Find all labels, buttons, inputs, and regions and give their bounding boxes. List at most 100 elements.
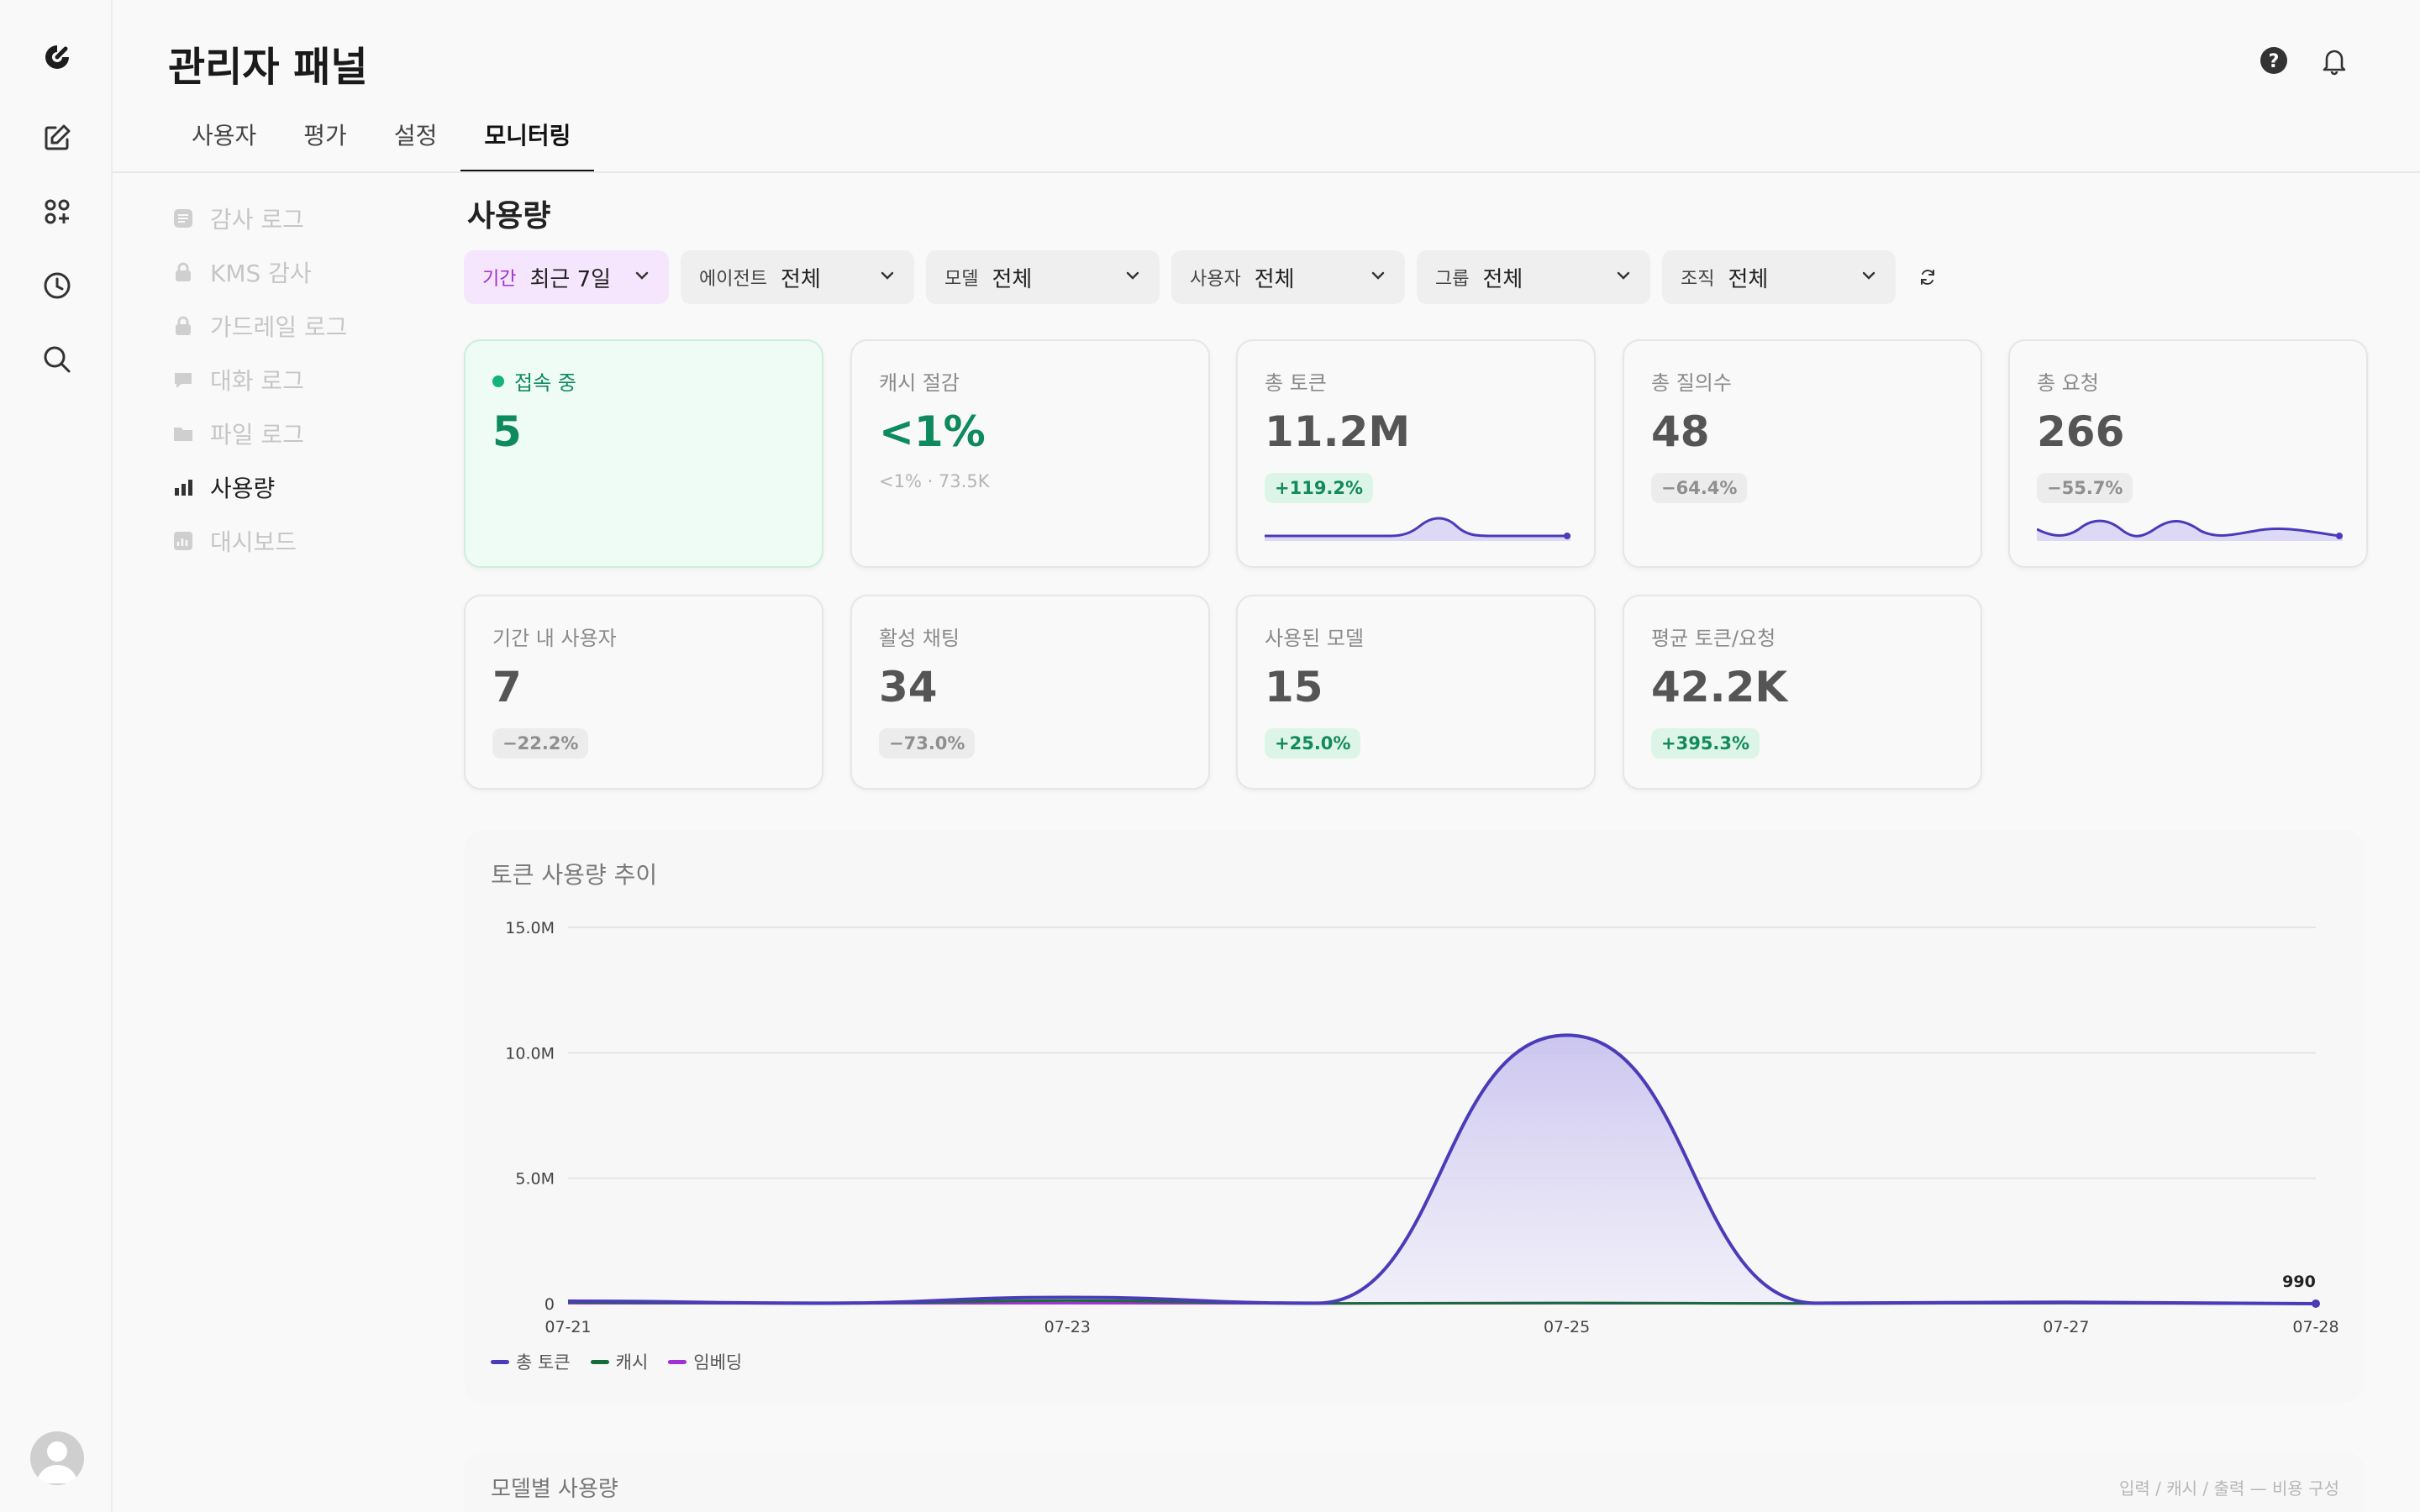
total-queries-card: 총 질의수 48 −64.4% [1623,339,1982,568]
chart-legend: 총 토큰 캐시 임베딩 [491,1349,742,1374]
x-tick-label: 07-25 [1544,1318,1590,1336]
filter-bar: 기간 최근 7일 에이전트 전체 모델 전체 사용자 전체 그룹 전체 조직 전… [464,250,1944,304]
filter-value: 전체 [1254,266,1295,292]
card-value: 42.2K [1651,663,1788,711]
filter-label: 그룹 [1435,269,1470,290]
period-users-card: 기간 내 사용자 7 −22.2% [464,595,823,790]
card-value: 34 [879,663,938,711]
change-badge: +25.0% [1265,728,1361,759]
card-subtext: <1% · 73.5K [879,471,990,491]
card-value: 48 [1651,407,1710,456]
card-value: 15 [1265,663,1323,711]
legend-label: 임베딩 [693,1352,743,1373]
filter-value: 최근 7일 [529,266,612,292]
legend-label: 총 토큰 [516,1352,571,1373]
endpoint-data-label: 990 [2282,1273,2316,1291]
filter-label: 사용자 [1190,269,1241,290]
history-icon[interactable] [37,265,77,306]
filter-value: 전체 [1482,266,1523,292]
filter-label: 기간 [482,269,517,290]
chevron-down-icon [1860,267,1877,287]
tab-settings[interactable]: 설정 [393,122,438,150]
header-divider [113,171,2420,173]
agent-filter[interactable]: 에이전트 전체 [681,250,914,304]
model-usage-title: 모델별 사용량 [491,1477,618,1502]
change-badge: −55.7% [2037,473,2133,503]
bar-chart-icon [171,475,195,499]
subnav-item-label: 사용량 [210,475,276,502]
requests-sparkline [2037,519,2343,541]
online-users-card: 접속 중 5 [464,339,823,568]
tab-users[interactable]: 사용자 [192,122,257,150]
filter-value: 전체 [992,266,1033,292]
x-tick-label: 07-28 [2292,1318,2338,1336]
new-chat-icon[interactable] [37,118,77,158]
help-icon[interactable]: ? [2255,42,2292,79]
subnav-item-file-log[interactable]: 파일 로그 [171,407,424,460]
section-title: 사용량 [467,199,551,234]
model-filter[interactable]: 모델 전체 [926,250,1160,304]
card-label: 기간 내 사용자 [492,627,617,650]
period-filter[interactable]: 기간 최근 7일 [464,250,669,304]
monitoring-subnav: 감사 로그 KMS 감사 가드레일 로그 대화 로그 파일 로그 사용량 대시보… [171,192,424,568]
notification-bell-icon[interactable] [2316,42,2353,79]
chat-icon [171,368,195,391]
legend-swatch [590,1359,609,1364]
models-used-card: 사용된 모델 15 +25.0% [1236,595,1596,790]
series-total-tokens-endpoint[interactable] [2312,1299,2320,1308]
card-label: 접속 중 [514,371,576,395]
legend-item-embedding[interactable]: 임베딩 [668,1349,742,1374]
legend-item-cache[interactable]: 캐시 [590,1349,649,1374]
change-badge: −64.4% [1651,473,1748,503]
change-badge: +119.2% [1265,473,1374,503]
workspace-icon[interactable] [37,192,77,232]
x-tick-label: 07-27 [2043,1318,2089,1336]
x-tick-label: 07-23 [1044,1318,1091,1336]
group-filter[interactable]: 그룹 전체 [1417,250,1650,304]
subnav-item-usage[interactable]: 사용량 [171,460,424,514]
subnav-item-label: 대화 로그 [210,367,304,395]
subnav-item-label: 대시보드 [210,528,297,556]
org-filter[interactable]: 조직 전체 [1662,250,1896,304]
left-rail [0,0,113,1512]
user-filter[interactable]: 사용자 전체 [1171,250,1405,304]
subnav-item-guardrail-log[interactable]: 가드레일 로그 [171,299,424,353]
legend-label: 캐시 [615,1352,649,1373]
subnav-item-label: 가드레일 로그 [210,313,348,341]
subnav-item-kms-audit[interactable]: KMS 감사 [171,245,424,299]
card-value: 266 [2037,407,2125,456]
user-avatar[interactable] [30,1431,84,1485]
filter-value: 전체 [780,266,821,292]
lock-icon [171,314,195,338]
legend-swatch [491,1359,509,1364]
token-usage-chart-panel [464,830,2365,1403]
online-status-dot [492,375,504,387]
chevron-down-icon [1615,267,1632,287]
search-icon[interactable] [37,339,77,380]
filter-label: 모델 [944,269,979,290]
subnav-item-label: KMS 감사 [210,260,312,287]
chart-title: 토큰 사용량 추이 [491,861,658,889]
subnav-item-label: 감사 로그 [210,206,304,234]
total-requests-card: 총 요청 266 −55.7% [2008,339,2368,568]
app-logo-icon[interactable] [37,37,77,77]
card-label: 평균 토큰/요청 [1651,627,1776,650]
tab-monitoring[interactable]: 모니터링 [460,109,595,173]
subnav-item-dashboard[interactable]: 대시보드 [171,514,424,568]
change-badge: +395.3% [1651,728,1760,759]
filter-value: 전체 [1728,266,1769,292]
legend-item-total-tokens[interactable]: 총 토큰 [491,1349,571,1374]
page-title: 관리자 패널 [168,44,368,91]
dashboard-icon [171,529,195,553]
tab-evaluation[interactable]: 평가 [303,122,347,150]
subnav-item-audit-log[interactable]: 감사 로그 [171,192,424,245]
card-label: 사용된 모델 [1265,627,1365,650]
x-tick-label: 07-21 [544,1318,591,1336]
chevron-down-icon [634,267,650,287]
subnav-item-chat-log[interactable]: 대화 로그 [171,353,424,407]
refresh-icon[interactable] [1911,260,1944,294]
total-tokens-card: 총 토큰 11.2M +119.2% [1236,339,1596,568]
cost-breakdown-label: 입력 / 캐시 / 출력 — 비용 구성 [2119,1478,2339,1499]
top-tabs: 사용자 평가 설정 모니터링 [168,109,595,173]
svg-text:?: ? [2269,51,2280,72]
